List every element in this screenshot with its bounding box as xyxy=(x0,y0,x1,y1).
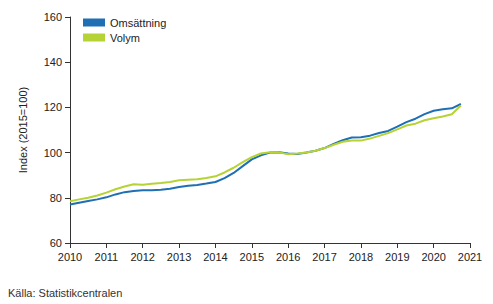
svg-text:2012: 2012 xyxy=(130,251,154,263)
svg-text:Index (2015=100): Index (2015=100) xyxy=(17,87,29,174)
svg-text:Omsättning: Omsättning xyxy=(110,17,166,29)
svg-text:2016: 2016 xyxy=(276,251,300,263)
svg-text:160: 160 xyxy=(44,11,62,23)
svg-text:2018: 2018 xyxy=(349,251,373,263)
svg-text:60: 60 xyxy=(50,237,62,249)
svg-text:2011: 2011 xyxy=(95,251,119,263)
svg-text:2013: 2013 xyxy=(167,251,191,263)
svg-text:2017: 2017 xyxy=(312,251,336,263)
svg-text:2015: 2015 xyxy=(240,251,264,263)
svg-text:2019: 2019 xyxy=(385,251,409,263)
svg-text:2021: 2021 xyxy=(458,251,482,263)
svg-text:Volym: Volym xyxy=(110,32,140,44)
svg-text:Källa: Statistikcentralen: Källa: Statistikcentralen xyxy=(8,287,122,299)
svg-text:120: 120 xyxy=(44,101,62,113)
svg-text:140: 140 xyxy=(44,56,62,68)
svg-text:80: 80 xyxy=(50,192,62,204)
svg-text:2020: 2020 xyxy=(421,251,445,263)
svg-text:100: 100 xyxy=(44,147,62,159)
svg-text:2014: 2014 xyxy=(203,251,227,263)
svg-text:2010: 2010 xyxy=(58,251,82,263)
